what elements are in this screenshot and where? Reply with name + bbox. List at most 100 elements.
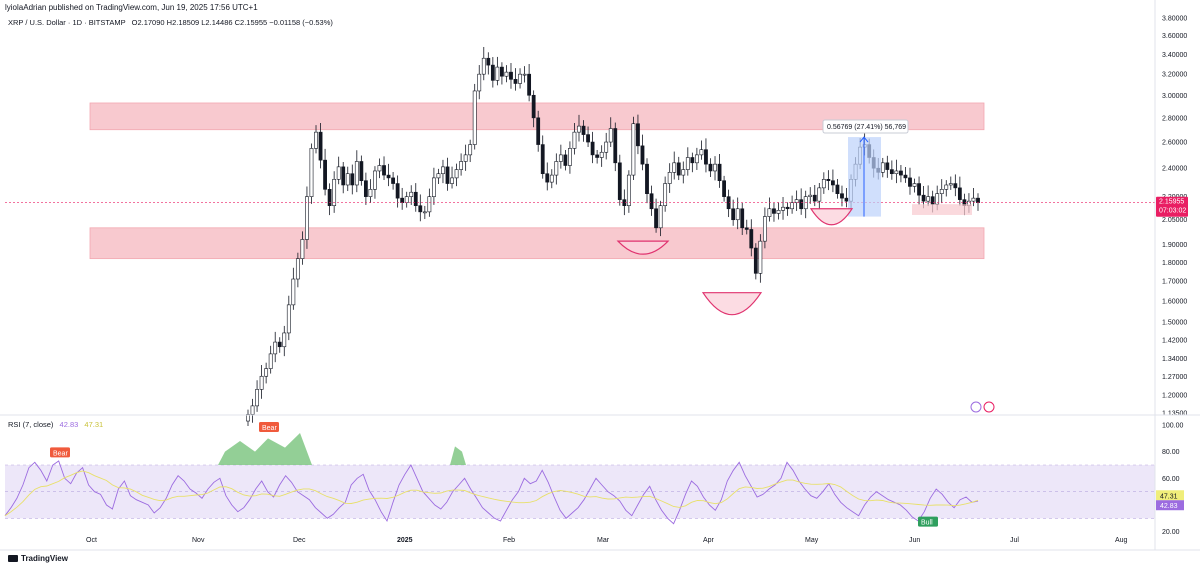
- candle-body: [354, 161, 359, 186]
- candle: [749, 219, 754, 257]
- rsi-legend[interactable]: RSI (7, close) 42.83 47.31: [8, 420, 103, 429]
- candle-body: [295, 258, 300, 280]
- candle: [268, 345, 273, 374]
- candle: [840, 185, 844, 207]
- candle-body: [908, 177, 912, 187]
- rsi-badge-value: 42.83: [1160, 503, 1178, 510]
- candle: [277, 337, 282, 353]
- candle-body: [246, 414, 250, 422]
- candle-body: [577, 125, 581, 133]
- candle-body: [413, 191, 418, 206]
- candle: [622, 189, 627, 216]
- measure-arrowhead: [859, 136, 869, 143]
- candle: [359, 155, 364, 186]
- candle-body: [336, 166, 341, 180]
- price-tick-14: 1.50000: [1162, 319, 1187, 326]
- candle-body: [318, 131, 323, 161]
- candle-body: [268, 353, 273, 369]
- candle: [799, 188, 804, 215]
- candle-body: [894, 170, 899, 175]
- candle: [699, 140, 704, 160]
- candle-body: [595, 154, 600, 158]
- price-tick-17: 1.27000: [1162, 374, 1187, 381]
- candle-body: [885, 162, 890, 170]
- candle: [631, 116, 636, 181]
- candle: [522, 66, 527, 83]
- candle-body: [676, 162, 681, 176]
- candle: [636, 114, 640, 155]
- time-tick-4: Feb: [503, 537, 515, 544]
- candle: [626, 170, 631, 213]
- candle-body: [939, 189, 944, 194]
- candle: [518, 68, 522, 89]
- candle-body: [790, 202, 794, 210]
- time-tick-10: Aug: [1115, 537, 1128, 544]
- candles-layer: [246, 46, 980, 426]
- candle-body: [341, 166, 346, 186]
- price-tick-6: 2.60000: [1162, 140, 1187, 147]
- time-axis[interactable]: Oct Nov Dec 2025 Feb Mar Apr May Jun Jul Aug: [86, 537, 1128, 544]
- candle: [432, 167, 436, 205]
- candle: [345, 166, 350, 192]
- candle: [395, 175, 400, 208]
- candle: [246, 409, 250, 426]
- candle-body: [531, 94, 536, 119]
- candle-body: [626, 174, 631, 206]
- time-tick-9: Jul: [1010, 537, 1019, 544]
- candle: [368, 179, 373, 203]
- candle-body: [495, 66, 500, 81]
- time-tick-1: Nov: [192, 537, 205, 544]
- candle: [658, 200, 663, 237]
- candle-body: [672, 162, 677, 173]
- rsi-tick-1: 80.00: [1162, 449, 1180, 456]
- price-axis[interactable]: 3.80000 3.60000 3.40000 3.20000 3.00000 2.800…: [1162, 16, 1187, 418]
- candle-body: [373, 170, 377, 190]
- candle-body: [309, 148, 314, 197]
- candle: [704, 138, 708, 173]
- candle: [354, 150, 359, 193]
- candle-body: [554, 161, 559, 176]
- candle-body: [286, 304, 291, 334]
- candle-body: [568, 148, 572, 166]
- candle: [382, 156, 386, 181]
- candle: [676, 156, 681, 181]
- candle-body: [382, 165, 386, 176]
- candle-body: [699, 149, 704, 156]
- candle: [418, 194, 423, 222]
- candle-body: [545, 173, 550, 183]
- candle-body: [509, 71, 513, 80]
- candle-body: [513, 79, 518, 84]
- candle: [336, 156, 341, 185]
- candle: [513, 68, 518, 91]
- candle: [282, 325, 287, 357]
- candle-body: [273, 341, 278, 355]
- candle: [772, 202, 776, 222]
- candle: [581, 120, 586, 142]
- rsi-tick-4: 20.00: [1162, 529, 1180, 536]
- candle-body: [776, 210, 781, 214]
- candle: [654, 198, 658, 233]
- candle: [790, 195, 794, 214]
- candle: [817, 182, 822, 210]
- candle-body: [785, 206, 790, 210]
- candle: [613, 122, 618, 172]
- candle-body: [540, 144, 545, 175]
- candle: [672, 151, 677, 180]
- candle-body: [645, 163, 649, 194]
- candle-body: [377, 165, 382, 172]
- candle: [363, 172, 368, 205]
- candle-body: [690, 157, 695, 164]
- candle: [486, 52, 491, 75]
- rsi-ma-line: [4, 470, 979, 517]
- candle: [667, 163, 672, 193]
- signal-label-box-0: [50, 447, 70, 458]
- candle-body: [599, 151, 604, 158]
- tradingview-brand: TradingView: [8, 554, 68, 563]
- candle: [250, 398, 255, 423]
- signal-label-0: Bear: [53, 450, 68, 457]
- symbol-legend[interactable]: XRP / U.S. Dollar · 1D · BITSTAMP O2.170…: [8, 18, 333, 27]
- candle-body: [831, 180, 835, 186]
- rsi-line: [4, 460, 979, 525]
- candle: [744, 219, 749, 235]
